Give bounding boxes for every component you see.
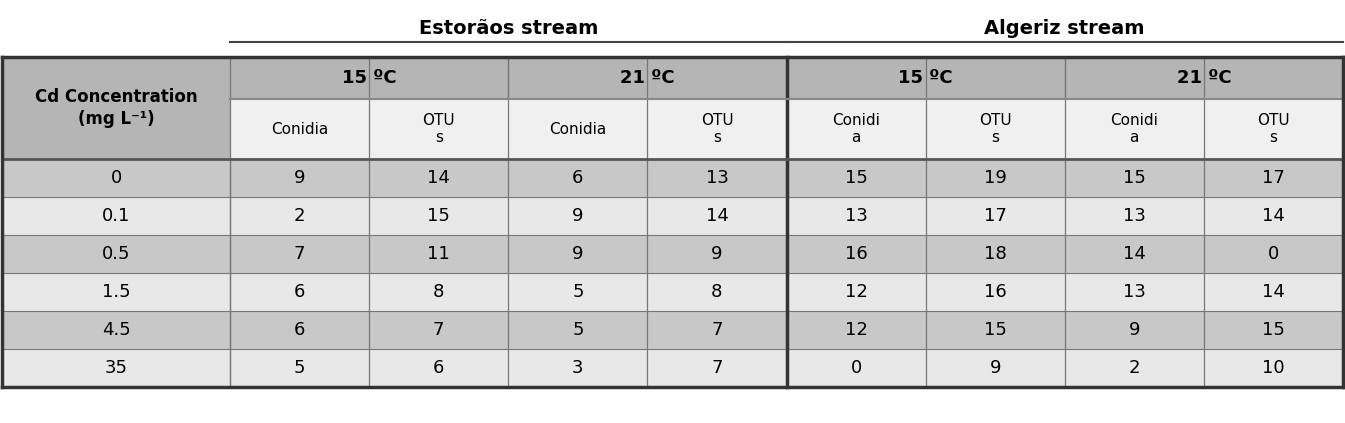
Text: 13: 13 — [1123, 207, 1146, 225]
Text: 7: 7 — [433, 321, 444, 339]
Text: 9: 9 — [990, 359, 1001, 377]
Bar — [1, 57, 1344, 99]
Text: 15: 15 — [1123, 169, 1146, 187]
Text: 5: 5 — [293, 359, 305, 377]
Text: 17: 17 — [1262, 169, 1284, 187]
Text: 14: 14 — [706, 207, 729, 225]
Text: 0: 0 — [1268, 245, 1279, 263]
Text: 15: 15 — [1262, 321, 1284, 339]
Text: Algeriz stream: Algeriz stream — [985, 19, 1145, 38]
Text: 6: 6 — [293, 283, 305, 301]
Text: Conidi
a: Conidi a — [833, 113, 880, 145]
Text: OTU
s: OTU s — [422, 113, 455, 145]
Text: 6: 6 — [433, 359, 444, 377]
Text: 2: 2 — [1128, 359, 1141, 377]
Text: 6: 6 — [293, 321, 305, 339]
Text: 14: 14 — [1262, 283, 1284, 301]
Text: Conidia: Conidia — [270, 121, 328, 137]
Text: OTU
s: OTU s — [979, 113, 1011, 145]
Text: 9: 9 — [572, 245, 584, 263]
Text: Conidia: Conidia — [549, 121, 607, 137]
Text: 13: 13 — [1123, 283, 1146, 301]
Text: 13: 13 — [706, 169, 729, 187]
Text: 9: 9 — [293, 169, 305, 187]
Text: 12: 12 — [845, 283, 868, 301]
Text: 2: 2 — [293, 207, 305, 225]
Text: OTU
s: OTU s — [1258, 113, 1290, 145]
Text: 3: 3 — [572, 359, 584, 377]
Bar — [1, 311, 1344, 349]
Text: 15: 15 — [428, 207, 451, 225]
Text: 14: 14 — [1262, 207, 1284, 225]
Text: 8: 8 — [433, 283, 444, 301]
Text: 15: 15 — [845, 169, 868, 187]
Text: 14: 14 — [428, 169, 451, 187]
Bar — [1, 235, 1344, 273]
Text: 9: 9 — [1128, 321, 1141, 339]
Bar — [1, 159, 1344, 197]
Text: 14: 14 — [1123, 245, 1146, 263]
Text: 0: 0 — [850, 359, 862, 377]
Text: OTU
s: OTU s — [701, 113, 733, 145]
Bar — [230, 99, 1344, 159]
Text: 0.1: 0.1 — [102, 207, 130, 225]
Text: 18: 18 — [983, 245, 1006, 263]
Text: 15 ºC: 15 ºC — [898, 69, 954, 87]
Text: 6: 6 — [572, 169, 584, 187]
Text: 7: 7 — [712, 359, 722, 377]
Bar — [1, 273, 1344, 311]
Text: 16: 16 — [845, 245, 868, 263]
Text: 4.5: 4.5 — [102, 321, 130, 339]
Text: 12: 12 — [845, 321, 868, 339]
Bar — [1, 197, 1344, 235]
Text: 0: 0 — [110, 169, 121, 187]
Text: 1.5: 1.5 — [102, 283, 130, 301]
Text: 5: 5 — [572, 321, 584, 339]
Text: 19: 19 — [983, 169, 1006, 187]
Text: 21 ºC: 21 ºC — [1177, 69, 1231, 87]
Bar — [1, 57, 230, 159]
Text: 15: 15 — [983, 321, 1006, 339]
Text: 11: 11 — [428, 245, 451, 263]
Text: 8: 8 — [712, 283, 722, 301]
Text: 21 ºC: 21 ºC — [620, 69, 675, 87]
Text: Cd Concentration
(mg L⁻¹): Cd Concentration (mg L⁻¹) — [35, 88, 198, 128]
Text: Conidi
a: Conidi a — [1111, 113, 1158, 145]
Text: 5: 5 — [572, 283, 584, 301]
Text: 0.5: 0.5 — [102, 245, 130, 263]
Text: 10: 10 — [1262, 359, 1284, 377]
Text: 17: 17 — [983, 207, 1006, 225]
Text: Estorãos stream: Estorãos stream — [418, 19, 599, 38]
Text: 9: 9 — [712, 245, 722, 263]
Text: 15 ºC: 15 ºC — [342, 69, 397, 87]
Text: 35: 35 — [105, 359, 128, 377]
Text: 9: 9 — [572, 207, 584, 225]
Text: 16: 16 — [983, 283, 1006, 301]
Text: 7: 7 — [293, 245, 305, 263]
Text: 7: 7 — [712, 321, 722, 339]
Text: 13: 13 — [845, 207, 868, 225]
Bar — [1, 349, 1344, 387]
